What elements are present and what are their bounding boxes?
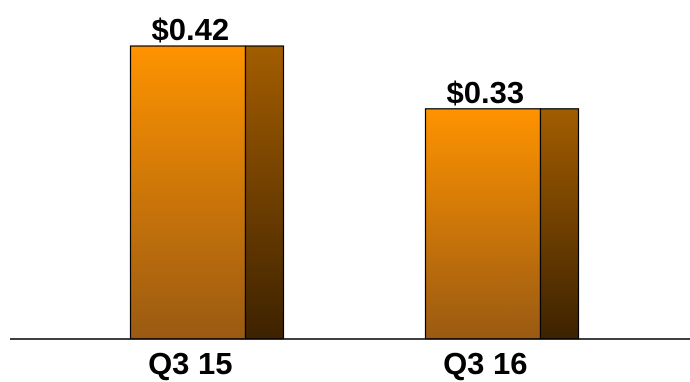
bars-layer xyxy=(129,45,580,340)
bar-front-2 xyxy=(424,108,542,340)
x-tick-label-1: Q3 15 xyxy=(148,346,232,381)
data-label-2: $0.33 xyxy=(447,75,525,110)
data-label-1: $0.42 xyxy=(152,12,230,47)
bar-side-1 xyxy=(244,45,285,340)
bar-side-2 xyxy=(539,108,580,340)
labels-layer: $0.42 Q3 15 $0.33 Q3 16 xyxy=(148,12,527,381)
bar-front-1 xyxy=(129,45,247,340)
bar-2 xyxy=(424,108,580,340)
bar-1 xyxy=(129,45,285,340)
x-tick-label-2: Q3 16 xyxy=(443,346,527,381)
